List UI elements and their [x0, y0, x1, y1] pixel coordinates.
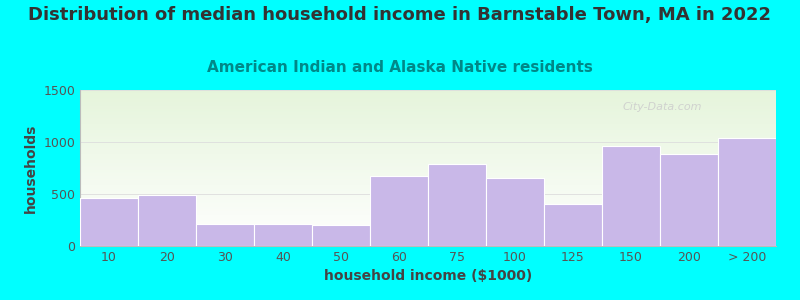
Bar — [544, 204, 602, 246]
Bar — [428, 164, 486, 246]
Bar — [312, 225, 370, 246]
Bar — [602, 146, 660, 246]
Bar — [80, 198, 138, 246]
Bar — [718, 138, 776, 246]
Y-axis label: households: households — [24, 123, 38, 213]
Text: American Indian and Alaska Native residents: American Indian and Alaska Native reside… — [207, 60, 593, 75]
Bar — [486, 178, 544, 246]
X-axis label: household income ($1000): household income ($1000) — [324, 269, 532, 284]
Text: Distribution of median household income in Barnstable Town, MA in 2022: Distribution of median household income … — [29, 6, 771, 24]
Bar — [196, 224, 254, 246]
Bar — [138, 195, 196, 246]
Bar — [254, 224, 312, 246]
Bar — [660, 154, 718, 246]
Text: City-Data.com: City-Data.com — [623, 103, 702, 112]
Bar — [370, 176, 428, 246]
